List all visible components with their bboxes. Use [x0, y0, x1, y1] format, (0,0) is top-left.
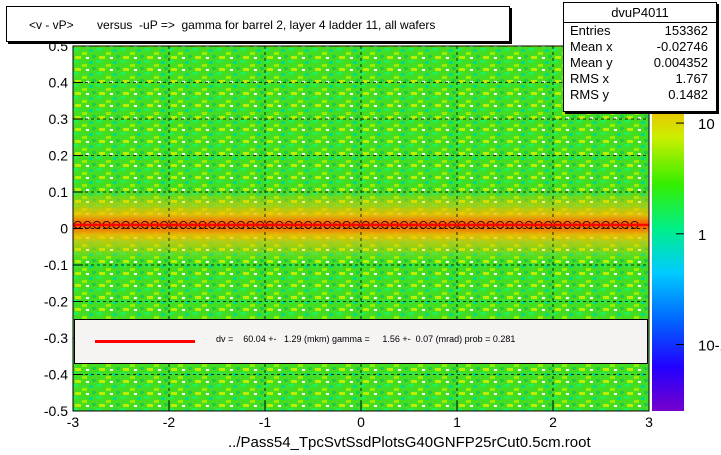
y-tick-label: -0.4	[44, 367, 68, 383]
stats-value: 153362	[664, 23, 708, 38]
stats-row: Entries 153362	[564, 23, 716, 39]
z-tick-label: 10	[698, 116, 715, 133]
stats-label: RMS y	[570, 87, 609, 102]
stats-value: 0.1482	[668, 87, 708, 102]
y-tick-label: 0.5	[49, 38, 69, 54]
y-tick-label: 0.3	[49, 111, 69, 127]
legend-line	[95, 340, 195, 343]
stats-name: dvuP4011	[564, 3, 716, 23]
fit-legend: dv = 60.04 +- 1.29 (mkm) gamma = 1.56 +-…	[74, 319, 648, 364]
x-tick-label: 1	[453, 414, 461, 430]
stats-row: RMS y 0.1482	[564, 87, 716, 103]
legend-text: dv = 60.04 +- 1.29 (mkm) gamma = 1.56 +-…	[216, 334, 516, 344]
stats-value: 0.004352	[653, 55, 708, 70]
stats-value: -0.02746	[656, 39, 708, 54]
x-tick-label: -1	[259, 414, 272, 430]
plot-title: <v - vP> versus -uP => gamma for barrel …	[6, 6, 510, 42]
stats-row: RMS x 1.767	[564, 71, 716, 87]
stats-label: Mean y	[570, 55, 613, 70]
stats-row: Mean y 0.004352	[564, 55, 716, 71]
file-name: ../Pass54_TpcSvtSsdPlotsG40GNFP25rCut0.5…	[228, 434, 591, 451]
stats-label: Mean x	[570, 39, 613, 54]
y-tick-label: -0.2	[44, 294, 68, 310]
y-tick-label: 0	[60, 221, 68, 237]
x-tick-label: -3	[67, 414, 80, 430]
z-tick-label: 1	[698, 227, 706, 244]
color-axis: 10 1 10-1	[676, 116, 721, 355]
stats-row: Mean x -0.02746	[564, 39, 716, 55]
x-tick-label: 0	[357, 414, 365, 430]
z-tick-label: 10-1	[698, 338, 721, 355]
x-tick-label: 2	[549, 414, 557, 430]
stats-label: Entries	[570, 23, 611, 38]
x-tick-label: -2	[163, 414, 176, 430]
stats-label: RMS x	[570, 71, 609, 86]
x-tick-label: 3	[645, 414, 653, 430]
y-tick-label: 0.1	[49, 184, 69, 200]
stats-value: 1.767	[675, 71, 708, 86]
y-tick-label: 0.4	[49, 75, 69, 91]
y-tick-label: 0.2	[49, 148, 69, 164]
stats-box: dvuP4011 Entries 153362 Mean x -0.02746 Me…	[563, 2, 717, 112]
y-tick-label: -0.3	[44, 330, 68, 346]
y-tick-label: -0.5	[44, 403, 68, 419]
y-tick-label: -0.1	[44, 257, 68, 273]
